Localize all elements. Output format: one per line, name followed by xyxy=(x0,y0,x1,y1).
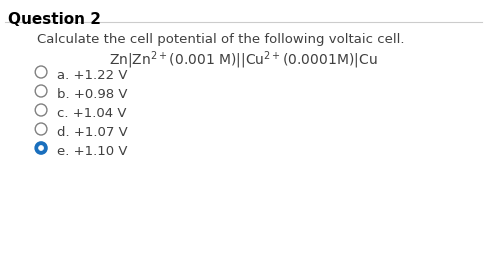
Text: Question 2: Question 2 xyxy=(8,12,101,27)
Text: c. +1.04 V: c. +1.04 V xyxy=(57,107,126,120)
Text: e. +1.10 V: e. +1.10 V xyxy=(57,145,127,157)
Circle shape xyxy=(39,146,43,151)
Circle shape xyxy=(35,142,47,154)
Text: b. +0.98 V: b. +0.98 V xyxy=(57,88,127,101)
Text: Zn|Zn$^{2+}$(0.001 M)||Cu$^{2+}$(0.0001M)|Cu: Zn|Zn$^{2+}$(0.001 M)||Cu$^{2+}$(0.0001M… xyxy=(109,49,378,70)
Text: d. +1.07 V: d. +1.07 V xyxy=(57,125,127,138)
Text: a. +1.22 V: a. +1.22 V xyxy=(57,69,127,82)
Text: Calculate the cell potential of the following voltaic cell.: Calculate the cell potential of the foll… xyxy=(37,33,405,46)
